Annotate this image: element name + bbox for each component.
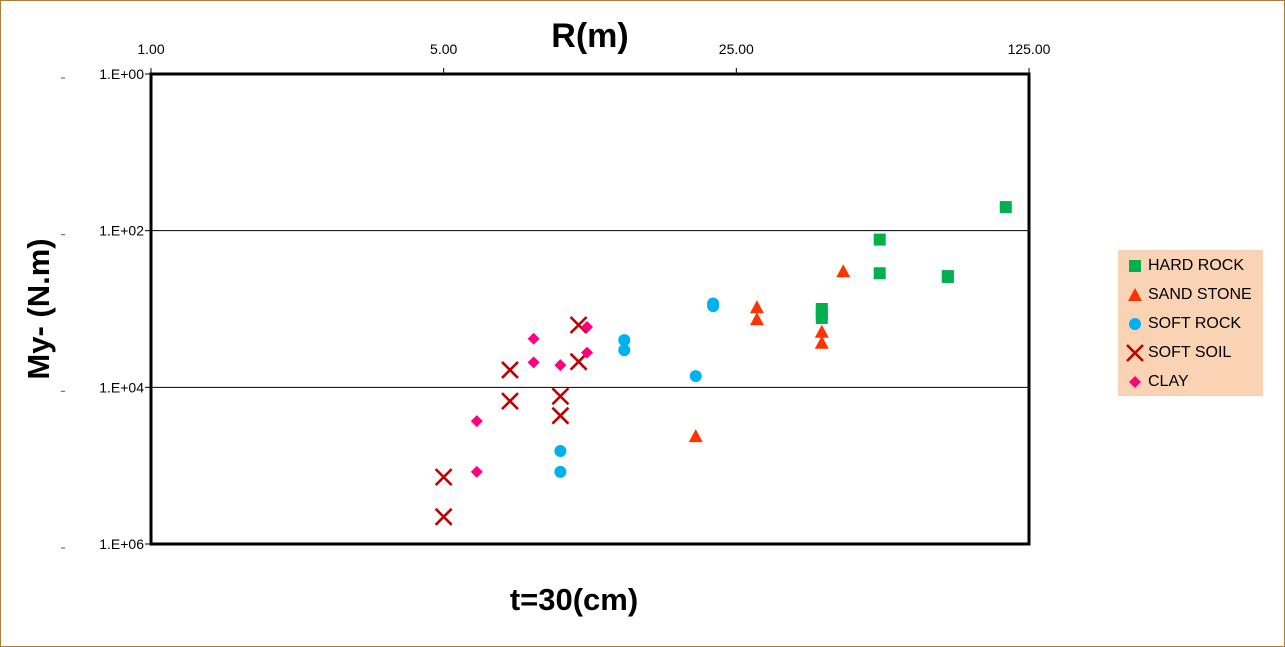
point-soft-rock (707, 300, 720, 313)
legend-label: SAND STONE (1148, 286, 1252, 303)
x-tick-label: 125.00 (1008, 41, 1051, 57)
point-clay (527, 356, 540, 369)
x-tick-label: 25.00 (719, 41, 754, 57)
legend-item-clay: CLAY (1126, 371, 1189, 393)
x-axis-ticks: 1.00 5.00 25.00 125.00 (137, 41, 1051, 74)
y-axis-ticks: 1.E+00 1.E+02 1.E+04 1.E+06 (61, 66, 151, 552)
point-clay (527, 332, 540, 345)
plot-area (151, 74, 1029, 544)
y-tick-label: 1.E+04 (99, 379, 144, 395)
point-clay (581, 321, 594, 334)
point-hard-rock (873, 233, 886, 246)
point-soft-soil (434, 507, 453, 526)
gridlines (151, 230, 1029, 388)
x-tick-label: 5.00 (430, 41, 457, 57)
point-soft-soil (551, 387, 570, 406)
legend-symbol-diamond (1129, 376, 1141, 388)
point-soft-rock (618, 334, 631, 347)
point-soft-soil (569, 352, 588, 371)
point-hard-rock (999, 201, 1012, 214)
point-sand-stone (749, 312, 764, 326)
point-soft-rock (554, 445, 567, 458)
point-sand-stone (814, 324, 829, 338)
data-markers (434, 201, 1012, 526)
legend-symbol-circle (1129, 318, 1141, 330)
point-soft-soil (501, 361, 519, 379)
point-clay (554, 359, 567, 372)
y-axis-title: My- (N.m) (21, 238, 56, 379)
legend-label: HARD ROCK (1148, 257, 1245, 274)
point-soft-rock (618, 344, 631, 357)
y-tick-label: 1.E+02 (99, 223, 144, 239)
legend-label: SOFT ROCK (1148, 315, 1242, 332)
chart-title: R(m) (551, 17, 628, 55)
point-soft-soil (551, 406, 570, 425)
point-soft-soil (434, 468, 453, 487)
legend-item-soft-rock: SOFT ROCK (1126, 313, 1241, 335)
legend-label: SOFT SOIL (1148, 344, 1232, 361)
legend-label: CLAY (1148, 373, 1189, 390)
y-tick-label: 1.E+06 (99, 536, 144, 552)
point-sand-stone (688, 429, 703, 443)
x-axis-title: t=30(cm) (510, 582, 638, 617)
point-soft-soil (569, 316, 588, 334)
point-hard-rock (815, 311, 828, 324)
point-hard-rock (873, 267, 886, 280)
x-tick-label: 1.00 (137, 41, 164, 57)
point-soft-rock (554, 465, 567, 478)
point-hard-rock (941, 270, 954, 283)
point-soft-soil (501, 392, 519, 411)
point-sand-stone (749, 300, 764, 314)
legend: HARD ROCK SAND STONE SOFT ROCK SOFT SOIL CLA… (1118, 250, 1263, 396)
point-clay (470, 415, 483, 428)
legend-item-sand-stone: SAND STONE (1126, 284, 1252, 306)
point-sand-stone (836, 264, 851, 278)
legend-item-hard-rock: HARD ROCK (1126, 255, 1244, 277)
legend-symbol-square (1129, 260, 1141, 272)
y-tick-label: 1.E+00 (99, 66, 144, 82)
plot-border (149, 72, 1031, 546)
point-sand-stone (814, 335, 829, 349)
point-soft-rock (689, 370, 702, 383)
legend-symbol-x (1126, 344, 1144, 362)
point-clay (581, 346, 594, 359)
legend-item-soft-soil: SOFT SOIL (1126, 342, 1231, 364)
legend-symbol-triangle (1128, 288, 1142, 301)
point-clay (470, 465, 483, 478)
